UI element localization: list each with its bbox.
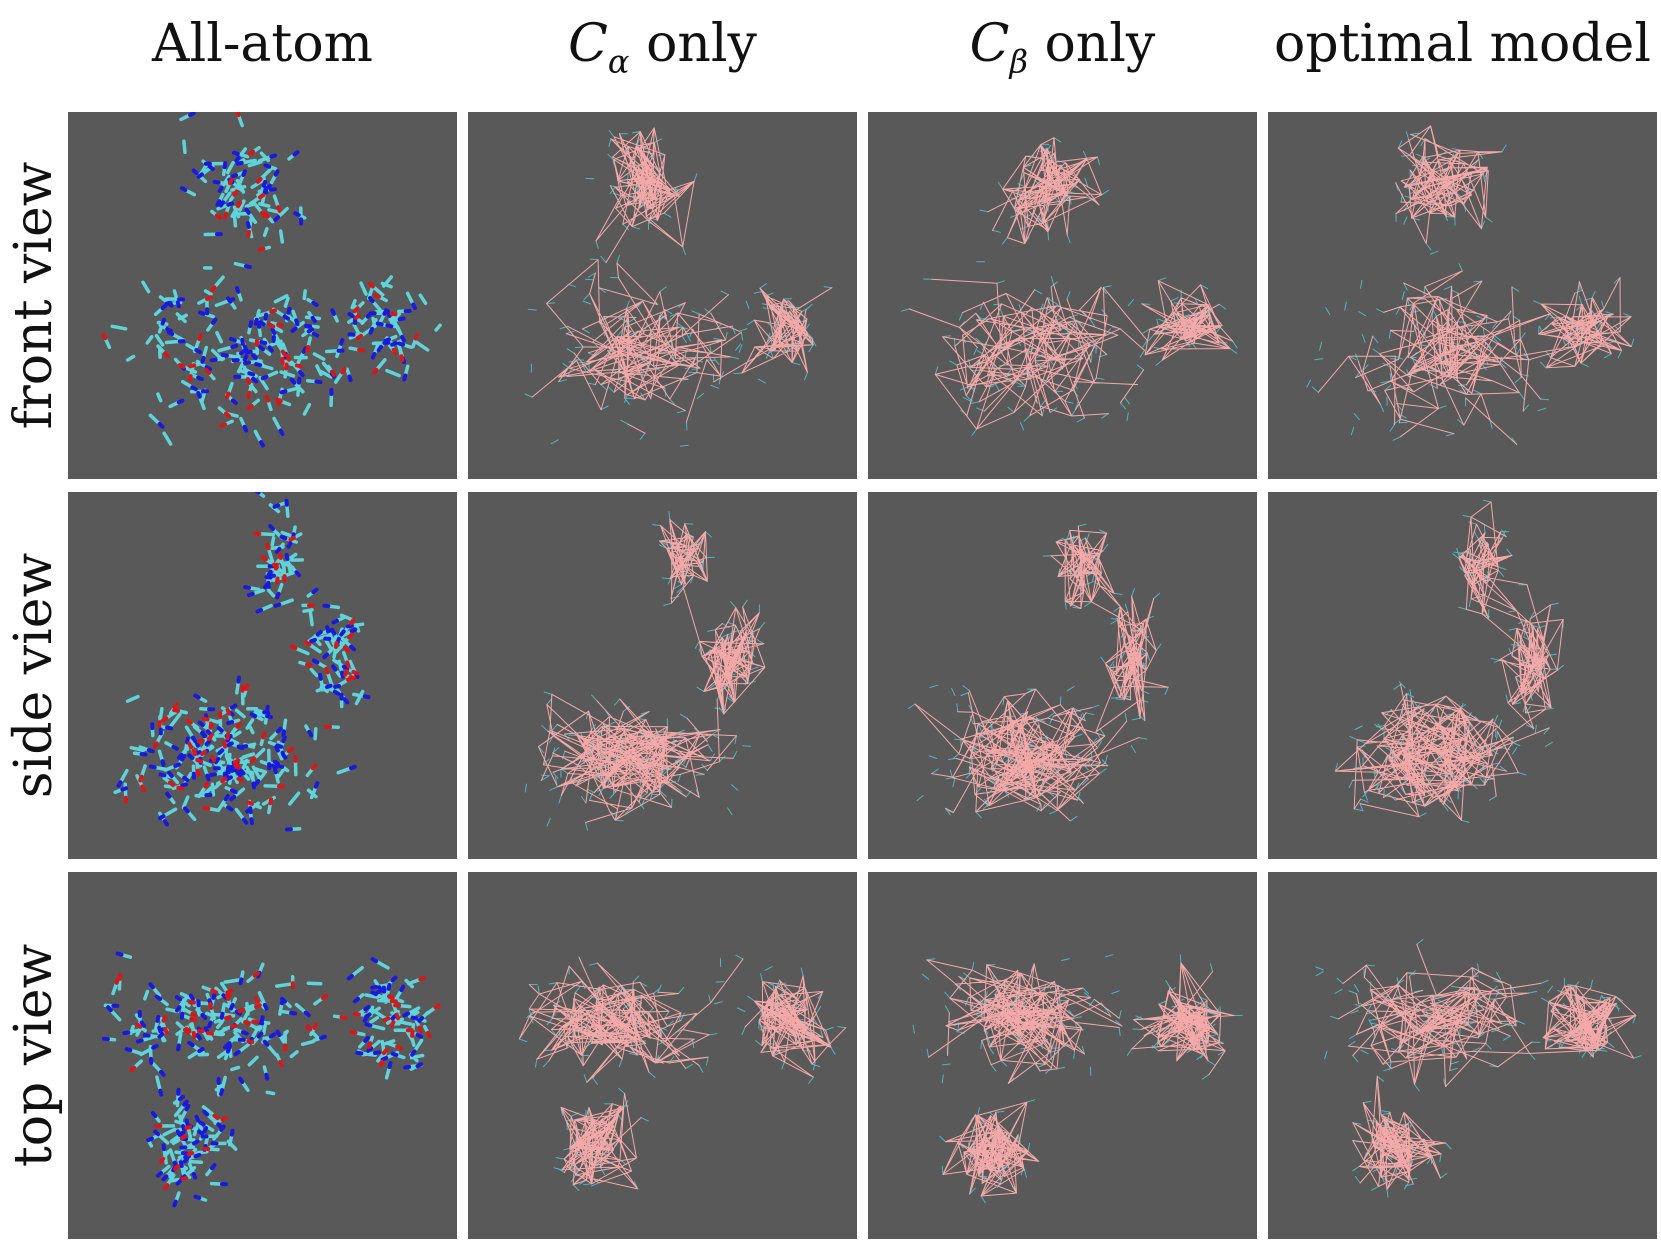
column-header: Cα only	[468, 14, 857, 80]
oxygen-atoms	[123, 531, 360, 811]
row-header: top view	[4, 943, 64, 1168]
structure-panel	[468, 492, 857, 859]
structure-panel	[68, 492, 457, 859]
symbol: C	[969, 14, 1010, 74]
column-header: optimal model	[1274, 14, 1651, 74]
structure-panel	[868, 112, 1257, 479]
nitrogen-atoms	[116, 492, 371, 832]
nitrogen-atoms	[157, 112, 417, 448]
structure-panel	[868, 492, 1257, 859]
structure-panel	[68, 112, 457, 479]
structure-panel	[1268, 492, 1657, 859]
structure-panel	[1268, 872, 1657, 1239]
side-chains	[524, 127, 833, 447]
oxygen-atoms	[114, 971, 441, 1191]
contact-network	[1334, 501, 1564, 821]
header-text: only	[646, 14, 757, 74]
oxygen-atoms	[101, 112, 420, 428]
structure-panel	[468, 872, 857, 1239]
column-header: All-atom	[152, 14, 373, 74]
contact-network	[908, 137, 1234, 430]
column-header: Cβ only	[868, 14, 1257, 80]
row-header: front view	[4, 161, 64, 430]
nitrogen-atoms	[101, 951, 425, 1208]
contact-network	[914, 525, 1169, 822]
bond-sticks	[103, 113, 442, 446]
header-text: only	[1044, 14, 1156, 74]
structure-panel	[68, 872, 457, 1239]
contact-network	[518, 956, 847, 1190]
subscript: β	[1009, 42, 1028, 81]
row-header: side view	[4, 552, 64, 799]
structure-panel	[468, 112, 857, 479]
structure-panel	[1268, 112, 1657, 479]
contact-network	[926, 959, 1235, 1197]
structure-panel	[868, 872, 1257, 1239]
side-chains	[912, 954, 1243, 1204]
subscript: α	[607, 42, 630, 81]
contact-network	[531, 127, 833, 434]
contact-network	[1317, 125, 1632, 445]
contact-network	[537, 519, 766, 823]
contact-network	[1337, 943, 1637, 1190]
symbol: C	[568, 14, 608, 74]
